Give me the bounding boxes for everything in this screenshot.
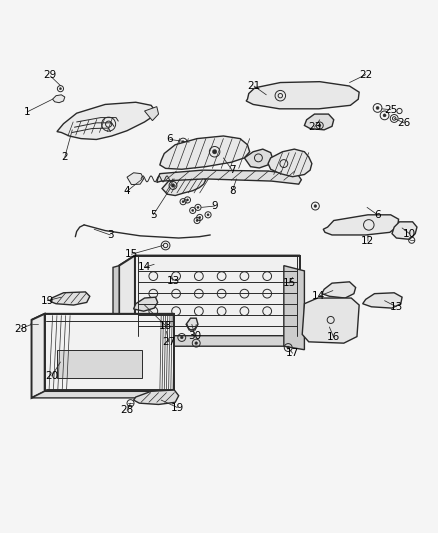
Text: 12: 12 bbox=[361, 236, 374, 246]
Polygon shape bbox=[154, 271, 185, 284]
Text: 10: 10 bbox=[403, 229, 416, 239]
Polygon shape bbox=[32, 314, 45, 398]
Circle shape bbox=[318, 124, 321, 127]
Text: 7: 7 bbox=[229, 165, 236, 175]
Polygon shape bbox=[135, 255, 300, 336]
Polygon shape bbox=[119, 255, 135, 346]
Circle shape bbox=[207, 214, 209, 216]
Text: 29: 29 bbox=[44, 70, 57, 79]
Polygon shape bbox=[323, 215, 399, 235]
Polygon shape bbox=[32, 314, 174, 320]
Text: 5: 5 bbox=[150, 210, 157, 220]
Circle shape bbox=[160, 330, 162, 333]
Polygon shape bbox=[134, 297, 158, 311]
Text: 14: 14 bbox=[312, 291, 325, 301]
Text: 18: 18 bbox=[159, 321, 172, 330]
Circle shape bbox=[314, 205, 317, 207]
Text: 13: 13 bbox=[166, 276, 180, 286]
Polygon shape bbox=[45, 314, 174, 391]
Polygon shape bbox=[284, 265, 304, 350]
Text: 26: 26 bbox=[397, 118, 410, 128]
Text: 2: 2 bbox=[61, 152, 68, 162]
Text: 23: 23 bbox=[308, 122, 321, 132]
Text: 17: 17 bbox=[286, 348, 299, 358]
Circle shape bbox=[376, 107, 379, 109]
Polygon shape bbox=[53, 95, 65, 103]
Polygon shape bbox=[145, 107, 159, 120]
Text: 13: 13 bbox=[390, 302, 403, 312]
Text: 6: 6 bbox=[374, 210, 381, 220]
Text: 28: 28 bbox=[14, 324, 28, 334]
Polygon shape bbox=[162, 176, 206, 196]
Text: 22: 22 bbox=[359, 70, 372, 79]
Polygon shape bbox=[119, 255, 300, 265]
Polygon shape bbox=[363, 293, 402, 308]
Polygon shape bbox=[32, 391, 174, 398]
Circle shape bbox=[383, 114, 386, 117]
Text: 21: 21 bbox=[247, 81, 261, 91]
Text: 15: 15 bbox=[125, 249, 138, 259]
Polygon shape bbox=[57, 102, 155, 140]
Circle shape bbox=[182, 200, 184, 203]
Circle shape bbox=[287, 346, 290, 349]
Polygon shape bbox=[160, 136, 250, 169]
Polygon shape bbox=[302, 298, 359, 343]
Circle shape bbox=[192, 209, 194, 212]
Circle shape bbox=[187, 199, 188, 201]
Polygon shape bbox=[246, 82, 359, 109]
Polygon shape bbox=[119, 336, 300, 346]
Text: 4: 4 bbox=[124, 186, 131, 196]
Text: 27: 27 bbox=[162, 337, 175, 347]
Text: 28: 28 bbox=[120, 405, 134, 415]
Bar bbox=[57, 350, 142, 378]
Polygon shape bbox=[268, 149, 312, 177]
Circle shape bbox=[195, 342, 198, 344]
Circle shape bbox=[189, 151, 192, 154]
Text: 14: 14 bbox=[138, 262, 151, 272]
Text: 19: 19 bbox=[171, 402, 184, 413]
Circle shape bbox=[196, 220, 198, 222]
Polygon shape bbox=[322, 282, 356, 298]
Circle shape bbox=[196, 161, 198, 164]
Polygon shape bbox=[244, 149, 272, 168]
Text: 3: 3 bbox=[107, 230, 114, 240]
Text: 30: 30 bbox=[188, 330, 201, 341]
Polygon shape bbox=[134, 390, 179, 405]
Text: 19: 19 bbox=[41, 296, 54, 305]
Circle shape bbox=[199, 216, 201, 219]
Circle shape bbox=[180, 336, 183, 339]
Polygon shape bbox=[186, 318, 198, 330]
Circle shape bbox=[182, 141, 184, 143]
Text: 1: 1 bbox=[24, 107, 31, 117]
Polygon shape bbox=[113, 265, 119, 349]
Text: 20: 20 bbox=[45, 371, 58, 381]
Polygon shape bbox=[127, 173, 144, 184]
Text: 16: 16 bbox=[327, 333, 340, 343]
Text: 9: 9 bbox=[211, 201, 218, 211]
Circle shape bbox=[60, 87, 61, 90]
Polygon shape bbox=[139, 258, 174, 272]
Text: 6: 6 bbox=[166, 134, 173, 144]
Polygon shape bbox=[50, 292, 90, 305]
Text: 8: 8 bbox=[229, 186, 236, 196]
Polygon shape bbox=[392, 222, 417, 239]
Polygon shape bbox=[304, 114, 334, 130]
Circle shape bbox=[212, 150, 217, 154]
Circle shape bbox=[171, 184, 175, 187]
Circle shape bbox=[197, 206, 199, 208]
Text: 25: 25 bbox=[384, 104, 397, 115]
Polygon shape bbox=[157, 170, 301, 184]
Text: 15: 15 bbox=[283, 278, 296, 288]
